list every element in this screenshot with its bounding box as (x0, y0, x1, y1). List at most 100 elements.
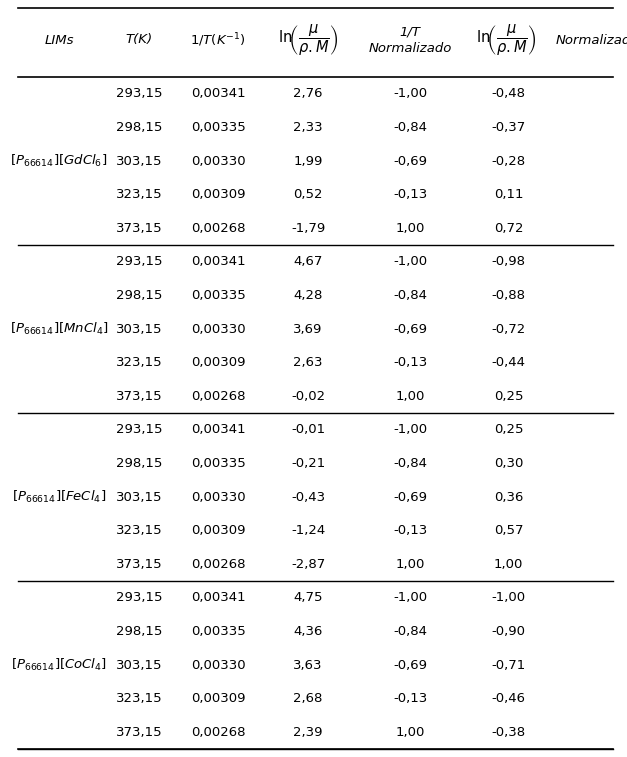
Text: 303,15: 303,15 (116, 491, 162, 503)
Text: 4,67: 4,67 (293, 255, 323, 268)
Text: -0,13: -0,13 (393, 692, 427, 705)
Text: -0,90: -0,90 (492, 625, 525, 638)
Text: 3,63: 3,63 (293, 659, 323, 671)
Text: 293,15: 293,15 (116, 423, 162, 436)
Text: -1,79: -1,79 (291, 222, 325, 235)
Text: 0,00335: 0,00335 (191, 457, 245, 470)
Text: -0,88: -0,88 (492, 289, 525, 302)
Text: 303,15: 303,15 (116, 322, 162, 335)
Text: 0,57: 0,57 (493, 524, 524, 537)
Text: -1,24: -1,24 (291, 524, 325, 537)
Text: -0,84: -0,84 (393, 625, 427, 638)
Text: -0,84: -0,84 (393, 457, 427, 470)
Text: 303,15: 303,15 (116, 154, 162, 167)
Text: -1,00: -1,00 (393, 255, 427, 268)
Text: Normalizado: Normalizado (556, 33, 627, 46)
Text: 293,15: 293,15 (116, 591, 162, 604)
Text: 1,00: 1,00 (395, 726, 424, 739)
Text: -0,13: -0,13 (393, 188, 427, 201)
Text: -0,71: -0,71 (492, 659, 525, 671)
Text: 373,15: 373,15 (116, 726, 162, 739)
Text: T(K): T(K) (125, 33, 152, 46)
Text: $\mathrm{ln}\!\left(\dfrac{\mu}{\rho{.}M}\right)$: $\mathrm{ln}\!\left(\dfrac{\mu}{\rho{.}M… (278, 22, 338, 58)
Text: $[P_{66614}][MnCl_4]$: $[P_{66614}][MnCl_4]$ (10, 321, 108, 337)
Text: -0,69: -0,69 (393, 322, 427, 335)
Text: 0,52: 0,52 (293, 188, 323, 201)
Text: 2,39: 2,39 (293, 726, 323, 739)
Text: -0,69: -0,69 (393, 154, 427, 167)
Text: 0,00330: 0,00330 (191, 154, 245, 167)
Text: 373,15: 373,15 (116, 222, 162, 235)
Text: 293,15: 293,15 (116, 87, 162, 100)
Text: 0,00335: 0,00335 (191, 625, 245, 638)
Text: -0,13: -0,13 (393, 524, 427, 537)
Text: -0,44: -0,44 (492, 356, 525, 369)
Text: -0,02: -0,02 (291, 390, 325, 403)
Text: 4,36: 4,36 (293, 625, 323, 638)
Text: 373,15: 373,15 (116, 558, 162, 571)
Text: 0,25: 0,25 (493, 390, 524, 403)
Text: 4,28: 4,28 (293, 289, 323, 302)
Text: $[P_{66614}][FeCl_4]$: $[P_{66614}][FeCl_4]$ (12, 489, 106, 505)
Text: -0,38: -0,38 (492, 726, 525, 739)
Text: 298,15: 298,15 (116, 625, 162, 638)
Text: 293,15: 293,15 (116, 255, 162, 268)
Text: 0,00330: 0,00330 (191, 491, 245, 503)
Text: Normalizado: Normalizado (368, 42, 451, 55)
Text: 323,15: 323,15 (116, 188, 162, 201)
Text: -0,46: -0,46 (492, 692, 525, 705)
Text: -0,43: -0,43 (291, 491, 325, 503)
Text: 0,00268: 0,00268 (191, 726, 245, 739)
Text: 0,00341: 0,00341 (191, 87, 245, 100)
Text: $[P_{66614}][CoCl_4]$: $[P_{66614}][CoCl_4]$ (11, 657, 107, 673)
Text: 0,00330: 0,00330 (191, 659, 245, 671)
Text: 0,00341: 0,00341 (191, 591, 245, 604)
Text: -1,00: -1,00 (393, 591, 427, 604)
Text: -0,98: -0,98 (492, 255, 525, 268)
Text: 0,00335: 0,00335 (191, 121, 245, 134)
Text: -0,37: -0,37 (492, 121, 525, 134)
Text: -0,84: -0,84 (393, 289, 427, 302)
Text: -0,13: -0,13 (393, 356, 427, 369)
Text: 0,25: 0,25 (493, 423, 524, 436)
Text: $\mathrm{ln}\!\left(\dfrac{\mu}{\rho{.}M}\right)$: $\mathrm{ln}\!\left(\dfrac{\mu}{\rho{.}M… (477, 22, 537, 58)
Text: 1,99: 1,99 (293, 154, 323, 167)
Text: 0,00330: 0,00330 (191, 322, 245, 335)
Text: 298,15: 298,15 (116, 289, 162, 302)
Text: 2,63: 2,63 (293, 356, 323, 369)
Text: -0,69: -0,69 (393, 491, 427, 503)
Text: -0,84: -0,84 (393, 121, 427, 134)
Text: 1,00: 1,00 (494, 558, 523, 571)
Text: 0,00309: 0,00309 (191, 188, 245, 201)
Text: 3,69: 3,69 (293, 322, 323, 335)
Text: 1,00: 1,00 (395, 390, 424, 403)
Text: 0,72: 0,72 (493, 222, 524, 235)
Text: -2,87: -2,87 (291, 558, 325, 571)
Text: $1/T(K^{-1})$: $1/T(K^{-1})$ (190, 31, 246, 48)
Text: 2,33: 2,33 (293, 121, 323, 134)
Text: $[P_{66614}][GdCl_6]$: $[P_{66614}][GdCl_6]$ (10, 153, 108, 169)
Text: 0,00268: 0,00268 (191, 222, 245, 235)
Text: 323,15: 323,15 (116, 692, 162, 705)
Text: -0,72: -0,72 (492, 322, 525, 335)
Text: 373,15: 373,15 (116, 390, 162, 403)
Text: 1,00: 1,00 (395, 222, 424, 235)
Text: 0,36: 0,36 (494, 491, 523, 503)
Text: 0,30: 0,30 (494, 457, 523, 470)
Text: 0,00309: 0,00309 (191, 356, 245, 369)
Text: 0,00268: 0,00268 (191, 390, 245, 403)
Text: 303,15: 303,15 (116, 659, 162, 671)
Text: -0,28: -0,28 (492, 154, 525, 167)
Text: 1/T: 1/T (399, 26, 421, 39)
Text: -0,69: -0,69 (393, 659, 427, 671)
Text: 298,15: 298,15 (116, 121, 162, 134)
Text: 0,00341: 0,00341 (191, 255, 245, 268)
Text: -0,21: -0,21 (291, 457, 325, 470)
Text: 0,00341: 0,00341 (191, 423, 245, 436)
Text: -1,00: -1,00 (393, 87, 427, 100)
Text: 0,00268: 0,00268 (191, 558, 245, 571)
Text: 4,75: 4,75 (293, 591, 323, 604)
Text: -1,00: -1,00 (492, 591, 525, 604)
Text: 298,15: 298,15 (116, 457, 162, 470)
Text: 323,15: 323,15 (116, 356, 162, 369)
